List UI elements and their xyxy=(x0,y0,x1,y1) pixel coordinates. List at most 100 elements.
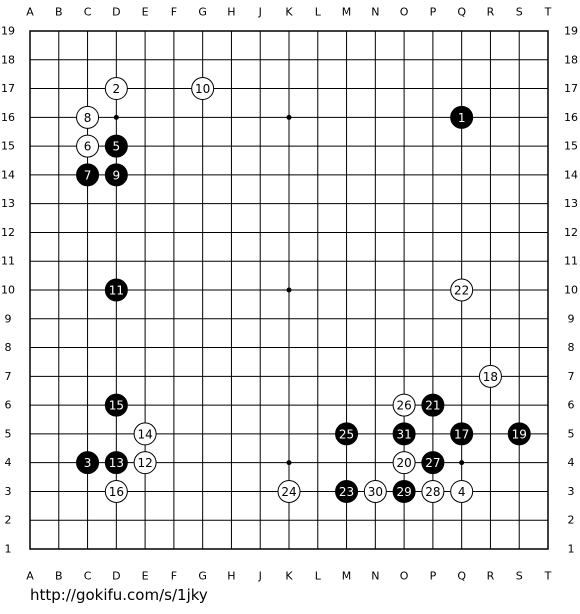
column-label: E xyxy=(142,570,149,583)
move-number: 16 xyxy=(109,485,124,499)
black-stone xyxy=(104,163,128,187)
column-label: H xyxy=(227,570,235,583)
column-label: A xyxy=(26,570,34,583)
move-number: 19 xyxy=(512,427,527,441)
move-number: 25 xyxy=(339,427,354,441)
column-label: B xyxy=(55,570,63,583)
move-number: 6 xyxy=(84,140,92,154)
black-stone xyxy=(335,479,359,503)
column-label: J xyxy=(258,6,262,19)
row-label: 19 xyxy=(564,25,578,38)
row-label: 4 xyxy=(5,456,12,469)
move-number: 29 xyxy=(396,485,411,499)
row-label: 1 xyxy=(568,543,575,556)
column-label: R xyxy=(487,6,495,19)
star-point xyxy=(286,114,292,120)
black-stone xyxy=(450,422,474,446)
column-label: L xyxy=(315,6,322,19)
row-label: 11 xyxy=(1,255,15,268)
column-label: Q xyxy=(457,570,466,583)
column-label: G xyxy=(198,570,207,583)
column-label: N xyxy=(371,6,379,19)
column-label: B xyxy=(55,6,63,19)
column-label: Q xyxy=(457,6,466,19)
move-number: 27 xyxy=(425,456,440,470)
move-number: 10 xyxy=(195,82,210,96)
row-label: 2 xyxy=(568,514,575,527)
move-number: 8 xyxy=(84,111,92,125)
move-number: 18 xyxy=(483,370,498,384)
black-stone xyxy=(507,422,531,446)
row-label: 14 xyxy=(1,168,15,181)
white-stone xyxy=(133,451,157,475)
move-number: 28 xyxy=(425,485,440,499)
column-label: L xyxy=(315,570,322,583)
white-stone xyxy=(76,105,100,129)
move-number: 17 xyxy=(454,427,469,441)
move-number: 24 xyxy=(281,485,296,499)
move-number: 30 xyxy=(368,485,383,499)
black-stone xyxy=(104,393,128,417)
row-label: 3 xyxy=(5,485,12,498)
row-label: 12 xyxy=(1,226,15,239)
column-label: F xyxy=(171,570,177,583)
black-stone xyxy=(450,105,474,129)
row-label: 1 xyxy=(5,543,12,556)
column-label: S xyxy=(516,6,523,19)
move-number: 4 xyxy=(458,485,466,499)
column-label: F xyxy=(171,6,177,19)
row-label: 9 xyxy=(5,312,12,325)
row-label: 8 xyxy=(5,341,12,354)
move-number: 1 xyxy=(458,111,466,125)
column-label: H xyxy=(227,6,235,19)
star-point xyxy=(286,460,292,466)
row-label: 18 xyxy=(1,53,15,66)
row-label: 10 xyxy=(1,284,15,297)
black-stone xyxy=(76,451,100,475)
column-label: C xyxy=(84,6,92,19)
move-number: 3 xyxy=(84,456,92,470)
column-label: O xyxy=(400,6,409,19)
row-label: 17 xyxy=(1,82,15,95)
row-label: 7 xyxy=(568,370,575,383)
column-label: C xyxy=(84,570,92,583)
column-label: N xyxy=(371,570,379,583)
star-point xyxy=(113,114,119,120)
row-label: 5 xyxy=(568,427,575,440)
column-label: P xyxy=(430,6,437,19)
row-label: 4 xyxy=(568,456,575,469)
white-stone xyxy=(363,479,387,503)
move-number: 13 xyxy=(109,456,124,470)
white-stone xyxy=(450,278,474,302)
white-stone xyxy=(450,479,474,503)
black-stone xyxy=(76,163,100,187)
move-number: 26 xyxy=(396,399,411,413)
stones: 1234567891011121314151617181920212223242… xyxy=(76,77,531,503)
source-url: http://gokifu.com/s/1jky xyxy=(30,586,208,604)
white-stone xyxy=(421,479,445,503)
column-label: E xyxy=(142,6,149,19)
row-label: 6 xyxy=(5,399,12,412)
board-border xyxy=(29,30,549,550)
column-label: R xyxy=(487,570,495,583)
row-label: 16 xyxy=(1,111,15,124)
move-number: 11 xyxy=(109,284,124,298)
white-stone xyxy=(277,479,301,503)
white-stone xyxy=(76,134,100,158)
white-stone xyxy=(392,393,416,417)
white-stone xyxy=(104,77,128,101)
black-stone xyxy=(392,479,416,503)
black-stone xyxy=(421,451,445,475)
row-label: 5 xyxy=(5,427,12,440)
row-label: 19 xyxy=(1,25,15,38)
row-label: 13 xyxy=(1,197,15,210)
row-label: 15 xyxy=(564,140,578,153)
move-number: 14 xyxy=(137,427,152,441)
coordinate-labels: AABBCCDDEEFFGGHHJJKKLLMMNNOOPPQQRRSSTT19… xyxy=(1,6,578,583)
row-label: 6 xyxy=(568,399,575,412)
star-point xyxy=(286,287,292,293)
row-label: 8 xyxy=(568,341,575,354)
row-label: 9 xyxy=(568,312,575,325)
row-label: 18 xyxy=(564,53,578,66)
